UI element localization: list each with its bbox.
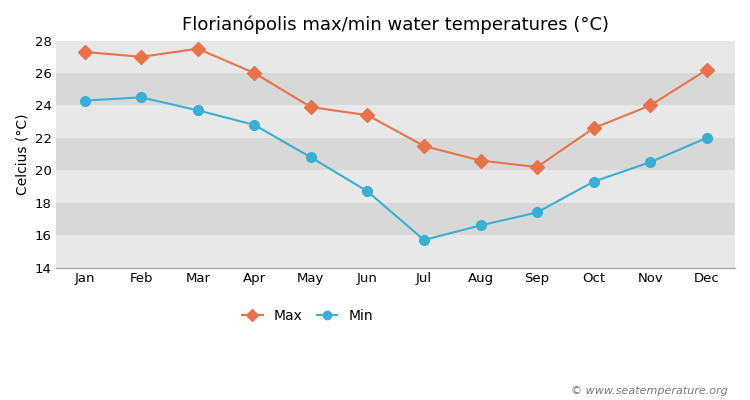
Title: Florianópolis max/min water temperatures (°C): Florianópolis max/min water temperatures… [182,15,609,34]
Bar [56,203,735,235]
Bar [56,170,735,203]
Bar [56,235,735,268]
Bar [56,73,735,106]
Bar [56,106,735,138]
Text: © www.seatemperature.org: © www.seatemperature.org [571,386,728,396]
Legend: Max, Min: Max, Min [236,304,379,329]
Bar [56,41,735,73]
Y-axis label: Celcius (°C): Celcius (°C) [15,113,29,195]
Bar [56,138,735,170]
